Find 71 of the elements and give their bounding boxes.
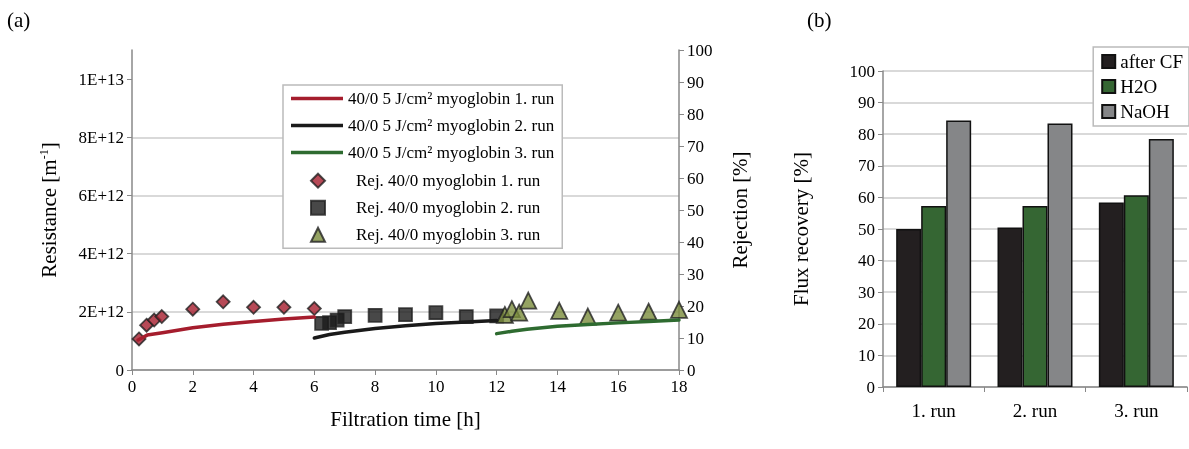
- y-axis-title: Flux recovery [%]: [788, 152, 813, 306]
- point: [367, 307, 383, 323]
- y-tick-label: 4E+12: [78, 244, 124, 264]
- point: [398, 307, 413, 323]
- y-tick-label: 0: [115, 360, 124, 380]
- y-tick-label: 90: [858, 93, 875, 113]
- x-tick-label: 3. run: [1114, 400, 1159, 421]
- x-axis-title: Filtration time [h]: [330, 406, 481, 431]
- chart-title: (b): [807, 7, 832, 32]
- point: [215, 294, 231, 310]
- y-axis-title: Resistance [m-1]: [37, 142, 61, 278]
- point: [154, 309, 170, 324]
- x-tick-label: 6: [310, 377, 319, 396]
- y2-tick-label: 90: [687, 72, 704, 92]
- point: [337, 309, 353, 324]
- y-tick-label: 30: [858, 282, 875, 302]
- y-tick-label: 6E+12: [78, 185, 124, 205]
- y-tick-label: 50: [858, 219, 875, 239]
- y-tick-label: 8E+12: [78, 127, 124, 147]
- point: [276, 299, 292, 315]
- point: [428, 305, 444, 321]
- point: [550, 301, 569, 320]
- y2-tick-label: 40: [687, 232, 704, 252]
- x-tick-label: 14: [548, 377, 567, 396]
- legend-label: 40/0 5 J/cm² myoglobin 3. run: [348, 143, 555, 162]
- y2-tick-label: 30: [687, 264, 704, 284]
- point: [246, 299, 261, 315]
- y2-tick-label: 50: [687, 200, 704, 220]
- point: [609, 303, 628, 322]
- point: [185, 301, 201, 317]
- x-tick-label: 0: [127, 377, 137, 396]
- y-tick-label: 20: [858, 314, 875, 334]
- y2-tick-label: 60: [687, 168, 704, 188]
- y2-tick-label: 10: [687, 328, 704, 348]
- y2-tick-label: 20: [687, 296, 704, 316]
- y-tick-label: 2E+12: [78, 302, 124, 322]
- y2-tick-label: 80: [687, 104, 704, 124]
- y2-axis-title: Rejection [%]: [727, 151, 752, 269]
- y2-tick-label: 70: [687, 136, 704, 156]
- x-tick-label: 4: [249, 377, 259, 396]
- x-tick-label: 18: [670, 377, 688, 396]
- y-tick-label: 70: [858, 156, 875, 176]
- y2-tick-label: 100: [687, 40, 713, 60]
- legend-label: after CF: [1120, 51, 1184, 72]
- x-tick-label: 2. run: [1012, 400, 1058, 421]
- x-tick-label: 10: [427, 377, 445, 396]
- point: [306, 301, 322, 316]
- point: [510, 303, 529, 322]
- legend-label: NaOH: [1120, 101, 1171, 122]
- x-tick-label: 2: [188, 377, 198, 396]
- x-tick-label: 1. run: [911, 400, 957, 421]
- point: [519, 291, 538, 310]
- x-tick-label: 12: [488, 377, 506, 396]
- chart-title: (a): [7, 7, 31, 32]
- y-tick-label: 10: [858, 345, 875, 365]
- legend-label: H2O: [1120, 76, 1158, 97]
- legend-label: 40/0 5 J/cm² myoglobin 2. run: [348, 116, 555, 135]
- y-tick-label: 80: [858, 124, 875, 144]
- point: [639, 302, 658, 321]
- legend-label: Rej. 40/0 myoglobin 2. run: [356, 198, 541, 218]
- legend-label: Rej. 40/0 myoglobin 3. run: [356, 225, 541, 245]
- y-tick-label: 40: [858, 251, 875, 271]
- x-tick-label: 8: [370, 377, 380, 396]
- point: [670, 300, 688, 319]
- y-tick-label: 100: [849, 61, 875, 81]
- y-tick-label: 1E+13: [78, 69, 124, 89]
- legend-label: Rej. 40/0 myoglobin 1. run: [356, 171, 541, 191]
- y2-tick-label: 0: [687, 360, 696, 380]
- y-tick-label: 60: [858, 187, 875, 207]
- x-tick-label: 16: [609, 377, 627, 396]
- legend-label: 40/0 5 J/cm² myoglobin 1. run: [348, 89, 555, 108]
